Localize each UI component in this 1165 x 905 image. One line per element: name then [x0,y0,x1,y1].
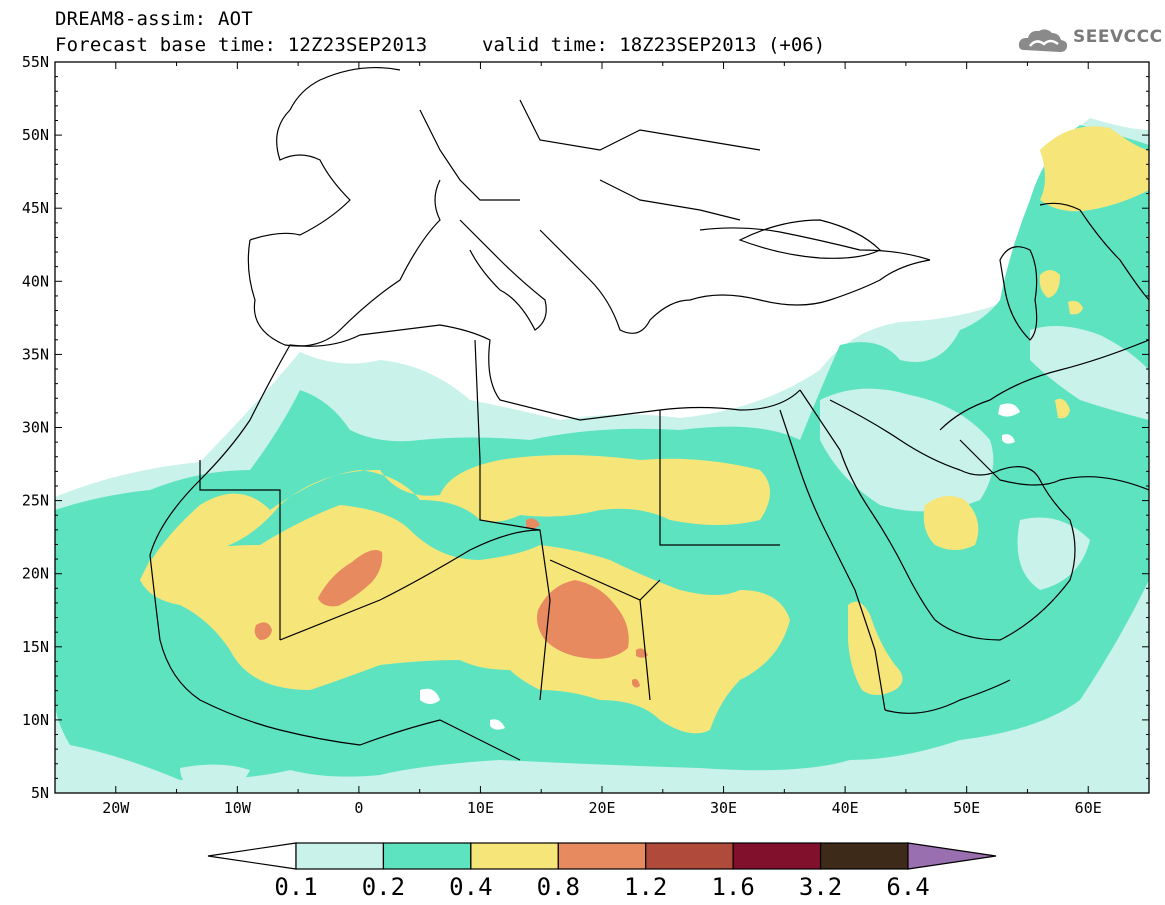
lat-tick-label: 30N [22,419,49,437]
aot-level-0-8 [254,518,648,688]
valid-time: valid time: 18Z23SEP2013 (+06) [482,34,826,56]
lat-tick-label: 40N [22,272,49,290]
axis-ticks: 20W 10W 0 10E 20E 30E 40E 50E 60E 55N 50N 45N 40N 35N… [22,53,1150,817]
lat-tick-label: 35N [22,345,49,363]
colorbar-box [732,842,822,870]
colorbar-label: 0.2 [362,873,405,901]
lat-tick-label: 55N [22,53,49,71]
map-title: DREAM8-assim: AOT [55,8,253,30]
cloud-logo-icon [1018,29,1068,52]
lon-tick-label: 40E [832,799,859,817]
clean-air-spots [420,403,1020,730]
lat-tick-label: 15N [22,638,49,656]
lat-tick-label: 50N [22,126,49,144]
aot-level-0-4 [140,126,1149,734]
colorbar-label: 3.2 [799,873,842,901]
logo-text: SEEVCCC [1073,27,1163,47]
lon-tick-label: 20E [588,799,615,817]
colorbar-label: 0.8 [537,873,580,901]
colorbar-label: 1.6 [711,873,754,901]
colorbar: 0.1 0.2 0.4 0.8 1.2 1.6 3.2 6.4 [207,842,997,901]
lon-tick-label: 20W [102,799,130,817]
aot-fields [55,118,1149,793]
colorbar-box [295,842,385,870]
colorbar-under-triangle [207,842,297,870]
colorbar-label: 0.1 [274,873,317,901]
colorbar-label: 6.4 [886,873,929,901]
lon-tick-label: 10E [467,799,494,817]
lat-tick-label: 45N [22,199,49,217]
lat-tick-label: 10N [22,711,49,729]
lon-tick-label: 10W [224,799,252,817]
aot-level-0-1-patches [180,326,1149,793]
colorbar-box [382,842,472,870]
lon-tick-label: 0 [354,799,363,817]
colorbar-label: 1.2 [624,873,667,901]
colorbar-label: 0.4 [449,873,492,901]
colorbar-box [470,842,559,870]
lat-tick-label: 5N [31,784,49,802]
colorbar-box [645,842,734,870]
colorbar-box [819,842,909,870]
colorbar-box [557,842,647,870]
lon-tick-label: 60E [1075,799,1102,817]
lon-tick-label: 50E [953,799,980,817]
lat-tick-label: 20N [22,565,49,583]
coastlines-borders [149,66,1149,761]
lon-tick-label: 30E [710,799,737,817]
colorbar-over-triangle [907,842,997,870]
forecast-base-time: Forecast base time: 12Z23SEP2013 [55,34,428,56]
lat-tick-label: 25N [22,492,49,510]
